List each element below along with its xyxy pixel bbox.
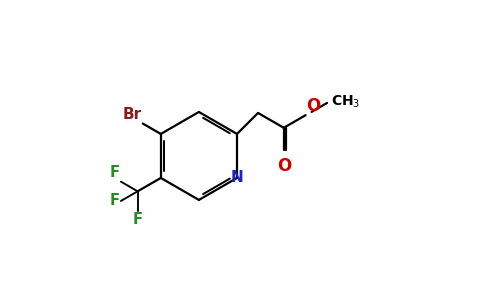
Text: O: O <box>277 157 291 175</box>
Text: O: O <box>306 97 320 115</box>
Text: Br: Br <box>122 107 141 122</box>
Text: N: N <box>230 170 243 185</box>
Text: F: F <box>109 194 120 208</box>
Text: F: F <box>109 166 120 181</box>
Text: CH$_3$: CH$_3$ <box>331 94 360 110</box>
Text: F: F <box>133 212 143 227</box>
